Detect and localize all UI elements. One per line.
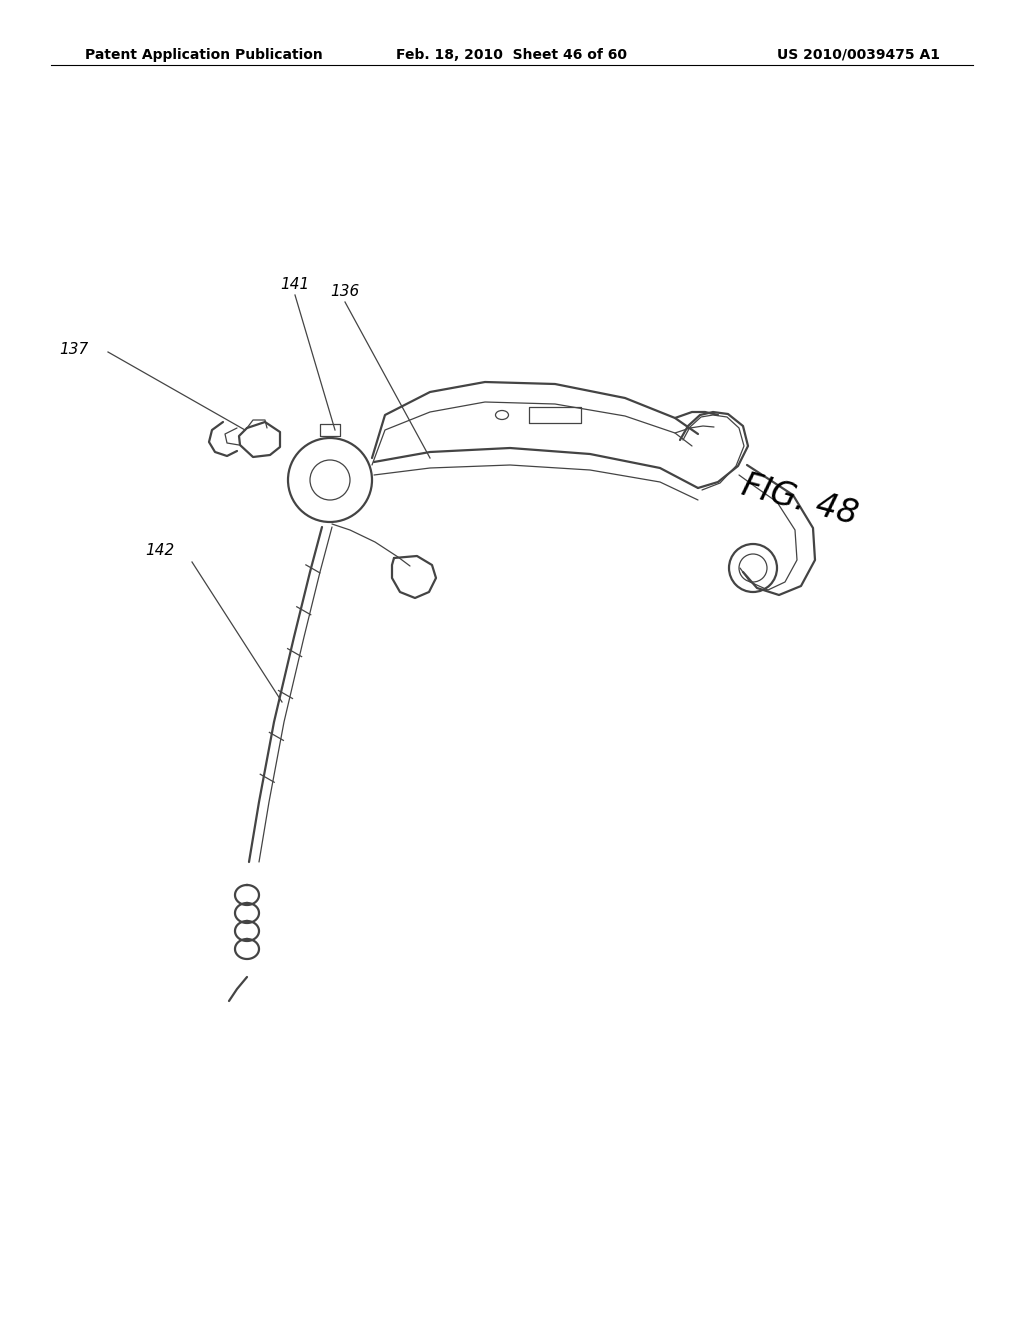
Text: 142: 142 [145, 543, 175, 558]
Text: Patent Application Publication: Patent Application Publication [85, 48, 323, 62]
Text: 137: 137 [58, 342, 88, 358]
Text: Feb. 18, 2010  Sheet 46 of 60: Feb. 18, 2010 Sheet 46 of 60 [396, 48, 628, 62]
Text: 136: 136 [331, 284, 359, 300]
Text: US 2010/0039475 A1: US 2010/0039475 A1 [777, 48, 940, 62]
Text: 141: 141 [281, 277, 309, 292]
Text: FIG. 48: FIG. 48 [738, 469, 861, 532]
